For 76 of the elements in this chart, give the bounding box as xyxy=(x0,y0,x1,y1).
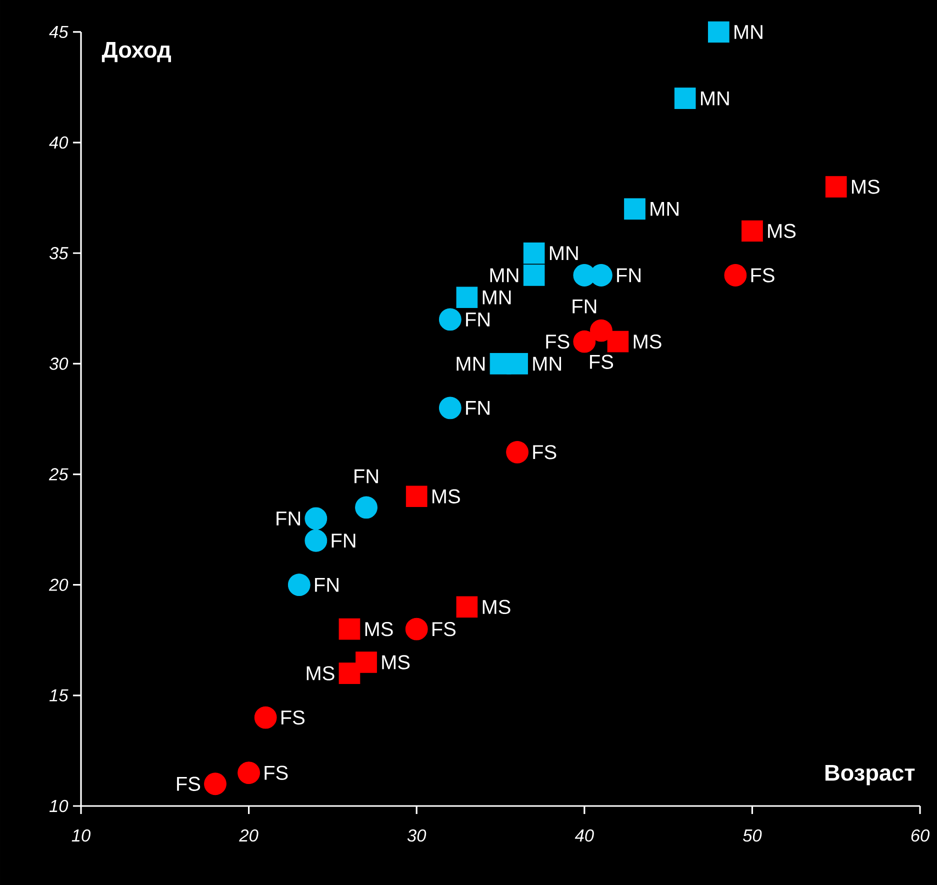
data-label: FS xyxy=(533,445,556,460)
data-label: FS xyxy=(590,354,614,369)
data-label: MS xyxy=(768,224,796,238)
point xyxy=(724,264,747,286)
data-label: MS xyxy=(306,666,334,680)
point xyxy=(438,308,462,331)
point xyxy=(674,88,696,109)
y-tick-label: 20 xyxy=(48,578,68,591)
data-label: FS xyxy=(432,622,456,636)
data-label: FN xyxy=(332,534,356,548)
point xyxy=(355,496,378,519)
data-label: MS xyxy=(365,622,393,636)
data-label: MS xyxy=(482,600,510,614)
y-tick-label: 15 xyxy=(49,689,68,702)
y-axis-title: Доход xyxy=(102,42,171,62)
x-tick-label: 20 xyxy=(239,829,258,842)
point xyxy=(338,662,360,684)
data-label: MS xyxy=(852,180,880,194)
point xyxy=(405,618,428,640)
point xyxy=(304,507,328,530)
point xyxy=(456,596,478,618)
y-tick-label: 10 xyxy=(49,800,68,812)
data-label: FS xyxy=(751,268,774,282)
data-label: MS xyxy=(634,334,662,349)
y-tick-label: 40 xyxy=(49,136,68,149)
point xyxy=(406,486,428,508)
point xyxy=(607,330,629,352)
point xyxy=(825,176,847,198)
data-label: FS xyxy=(177,776,200,791)
data-label: FN xyxy=(617,268,640,282)
point xyxy=(304,529,328,552)
data-label: FS xyxy=(546,334,570,349)
y-tick-label: 45 xyxy=(49,26,68,38)
y-tick-label: 30 xyxy=(49,358,68,370)
x-axis-title: Возраст xyxy=(825,764,915,786)
data-label: MN xyxy=(550,246,578,260)
data-label: FN xyxy=(354,469,378,484)
point xyxy=(523,264,545,286)
data-label: MN xyxy=(734,25,762,39)
x-tick-label: 50 xyxy=(742,829,762,842)
y-tick-label: 25 xyxy=(48,468,68,480)
point xyxy=(624,198,646,220)
point xyxy=(506,440,528,464)
point xyxy=(204,772,226,796)
point xyxy=(238,762,260,784)
point xyxy=(254,706,277,729)
data-label: FN xyxy=(315,578,338,592)
point xyxy=(288,574,310,596)
point xyxy=(523,242,545,264)
point xyxy=(708,21,730,43)
x-tick-label: 10 xyxy=(72,829,90,842)
data-label: MN xyxy=(482,290,511,304)
data-label: FS xyxy=(281,710,304,725)
point xyxy=(573,330,596,353)
data-label: MN xyxy=(533,356,562,371)
data-label: FN xyxy=(276,512,300,526)
data-label: MS xyxy=(432,489,460,504)
point xyxy=(506,353,528,374)
point xyxy=(742,220,763,242)
point xyxy=(438,396,462,420)
data-label: MS xyxy=(382,655,410,670)
data-label: FN xyxy=(466,312,490,326)
x-tick-label: 60 xyxy=(911,829,930,842)
x-tick-label: 40 xyxy=(574,829,594,842)
data-label: FS xyxy=(264,766,288,780)
point xyxy=(456,286,478,308)
point xyxy=(338,618,360,640)
data-label: FN xyxy=(466,401,490,415)
data-label: MN xyxy=(490,268,518,282)
data-label: MN xyxy=(456,356,485,371)
data-label: MN xyxy=(650,202,678,216)
x-tick-label: 30 xyxy=(407,829,426,842)
y-tick-label: 35 xyxy=(49,246,68,260)
point xyxy=(356,652,377,673)
data-label: FN xyxy=(572,300,596,314)
data-label: MN xyxy=(700,91,729,106)
